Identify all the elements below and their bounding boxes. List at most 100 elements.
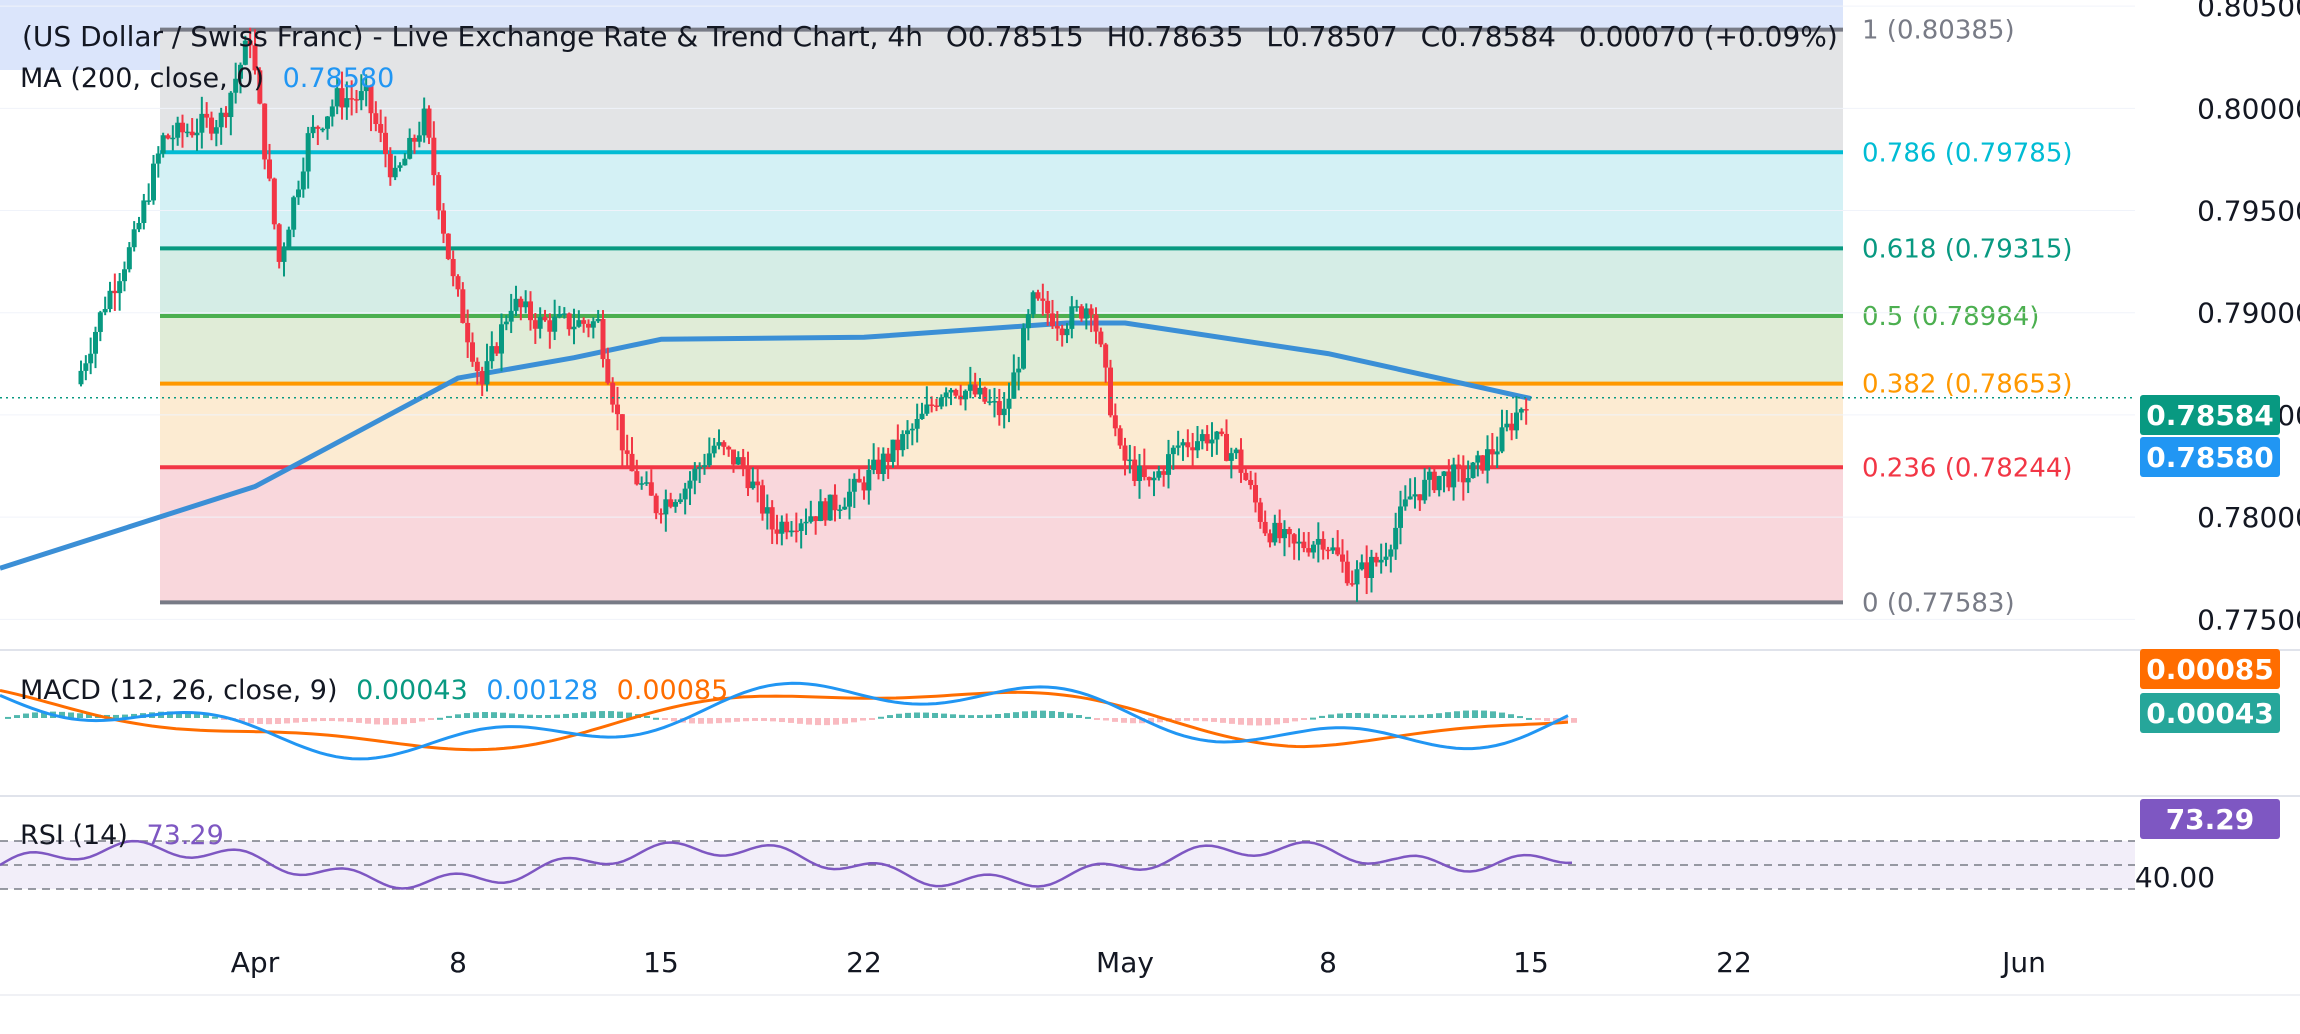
macd-histogram-bar [239,718,245,723]
candle-body [750,481,756,489]
macd-histogram-bar [419,718,425,722]
candle-body [300,171,306,190]
candle-body [943,392,949,398]
macd-histogram-bar [410,718,416,724]
macd-histogram-bar [887,715,893,718]
candle-body [687,480,693,489]
macd-histogram-bar [1148,718,1154,723]
macd-histogram-bar [1094,718,1100,720]
candle-body [257,70,263,104]
candle-body [1262,521,1268,534]
candle-body [412,137,417,142]
candle-body [1272,522,1278,543]
candle-body [455,276,461,290]
candle-body [1267,533,1273,543]
candle-body [769,507,775,530]
candle-body [1040,298,1046,301]
fibonacci-retracement[interactable]: 1 (0.80385) 0.786 (0.79785) 0.618 (0.79315… [0,0,2073,618]
ma-legend[interactable]: MA (200, close, 0) 0.78580 [20,63,394,94]
candle-body [489,346,495,362]
macd-histogram-bar [581,712,587,718]
candle-body [170,137,176,140]
candle-body [213,127,219,134]
candle-body [793,530,799,533]
rsi-legend[interactable]: RSI (14) 73.29 [20,820,224,851]
macd-histogram-bar [1427,714,1433,718]
candle-body [1156,471,1162,478]
candle-body [851,478,857,492]
candle-body [832,494,838,511]
ma200-line [0,320,1532,571]
candle-body [286,229,292,248]
macd-histogram-bar [545,714,551,718]
candle-body [175,122,181,138]
candle-body [1224,433,1229,461]
candle-body [325,116,330,129]
price-badges: 0.78584 0.78580 0.00085 0.00043 73.29 [2140,395,2280,839]
macd-histogram-bar [806,718,812,725]
candle-body [1402,499,1408,507]
macd-histogram-bar [1211,718,1217,722]
candle-body [1470,462,1476,479]
macd-histogram-bar [302,718,308,722]
candle-body [315,126,321,129]
candle-body [445,233,451,259]
candle-body [1383,556,1389,560]
macd-histogram-bar [1022,711,1028,718]
macd-histogram-bar [1571,718,1577,723]
macd-histogram-bar [752,718,758,721]
candle-body [1431,471,1437,491]
candle-body [1127,459,1133,462]
candle-body [552,316,558,332]
macd-histogram-bar [770,718,776,722]
candle-body [344,98,350,108]
price-axis[interactable]: 0.805000.800000.795000.790000.785000.780… [0,0,2300,996]
rsi-pane[interactable]: 40.00 [0,839,2215,894]
macd-legend[interactable]: MACD (12, 26, close, 9) 0.00043 0.00128 … [20,675,728,706]
macd-histogram-bar [653,717,659,720]
candle-body [547,320,553,332]
candle-body [1069,306,1075,329]
candle-body [383,132,388,154]
macd-histogram-bar [509,713,515,718]
candle-body [963,390,968,400]
macd-histogram-bar [59,711,65,718]
candle-body [242,40,248,65]
macd-histogram-bar [1382,714,1388,718]
candle-body [1446,471,1452,488]
candle-body [194,132,200,136]
candle-body [1407,496,1413,500]
macd-histogram-bar [356,718,362,723]
macd-histogram-bar [1004,713,1010,718]
candle-body [1166,454,1171,475]
candle-body [160,135,166,154]
rsi-value: 73.29 [146,820,224,851]
macd-pane[interactable] [0,681,1577,761]
time-axis[interactable]: Apr 8 15 22 May 8 15 22 Jun [231,946,2046,979]
macd-histogram-bar [815,718,821,726]
candle-body [1485,449,1490,471]
ma200-path [0,320,1532,571]
macd-histogram-bar [1031,710,1037,718]
candle-body [866,469,872,491]
candle-body [1480,455,1486,471]
candle-body [151,163,156,201]
time-tick-label: 22 [846,946,882,979]
candle-body [557,314,562,317]
candle-body [83,363,89,371]
candle-body [1417,494,1423,501]
macd-histogram-bar [941,713,947,718]
macd-histogram-bar [1184,718,1190,721]
macd-histogram-bar [203,714,209,718]
macd-histogram-bar [707,718,713,724]
candle-body [600,319,606,360]
candle-body [1412,494,1418,497]
rsi-badge-bg [2140,799,2280,839]
candle-body [1219,431,1225,434]
candle-body [1103,344,1109,368]
macd-histogram-bar [788,718,794,723]
macd-histogram-bar [725,718,731,723]
grid [0,5,2135,620]
